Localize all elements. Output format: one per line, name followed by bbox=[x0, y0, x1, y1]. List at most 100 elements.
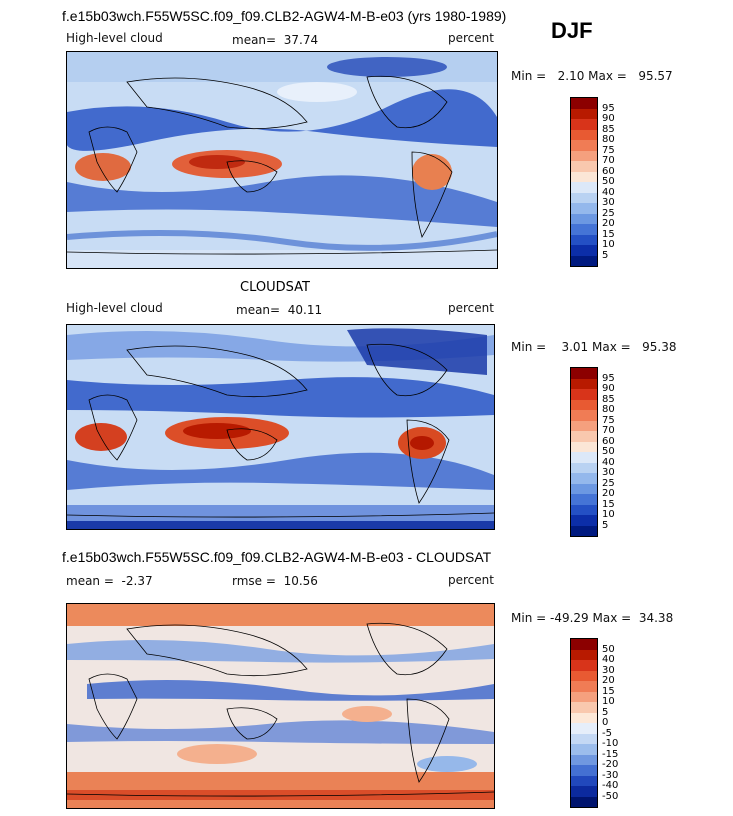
colorbar-swatch bbox=[571, 98, 597, 109]
colorbar-tick-label: -50 bbox=[602, 790, 619, 802]
colorbar-swatch bbox=[571, 378, 597, 389]
panel2-mean-value: 40.11 bbox=[287, 303, 323, 317]
panel1-contour-field bbox=[67, 52, 497, 268]
panel2-minmax: Min = 3.01 Max = 95.38 bbox=[511, 340, 677, 354]
panel1-units: percent bbox=[448, 31, 494, 45]
panel3-rmse-label: rmse = 10.56 bbox=[232, 574, 318, 588]
colorbar-swatch bbox=[571, 649, 597, 660]
panel1-mean-label: mean= 37.74 bbox=[232, 33, 319, 47]
panel1-coastlines bbox=[67, 75, 497, 255]
colorbar-tick-label: 20 bbox=[602, 218, 615, 229]
panel2-colorbar: 95 90 85 80 75 70 60 50 40 30 25 20 15 10 5 bbox=[570, 367, 615, 537]
colorbar-swatch bbox=[571, 161, 597, 172]
colorbar-tick-label: 95 bbox=[602, 102, 615, 114]
colorbar-tick-label: 40 bbox=[602, 186, 615, 198]
colorbar-swatch bbox=[571, 224, 597, 235]
panel3-min-value: -49.29 bbox=[550, 611, 589, 625]
colorbar-tick-label: 90 bbox=[602, 383, 615, 394]
colorbar-swatch bbox=[571, 515, 597, 526]
colorbar-tick-label: 10 bbox=[602, 696, 615, 707]
colorbar-swatch bbox=[571, 192, 597, 203]
colorbar-tick-label: 50 bbox=[602, 643, 615, 655]
colorbar-tick-label: 15 bbox=[602, 228, 615, 240]
panel3-coastlines bbox=[67, 622, 494, 797]
panel3-colorbar: 50 40 30 20 15 10 5 0 -5 -10 -15 -20 -30 -40 -50 bbox=[570, 638, 618, 808]
colorbar-swatch bbox=[571, 473, 597, 484]
colorbar-swatch bbox=[571, 786, 597, 797]
colorbar-tick-label: 15 bbox=[602, 498, 615, 510]
colorbar-swatch bbox=[571, 245, 597, 256]
colorbar-swatch bbox=[571, 389, 597, 400]
colorbar-swatch bbox=[571, 670, 597, 681]
colorbar-swatch bbox=[571, 203, 597, 214]
panel1-map bbox=[66, 51, 498, 269]
panel2-contour-field bbox=[67, 325, 494, 529]
colorbar-swatch bbox=[571, 441, 597, 452]
panel2-units: percent bbox=[448, 301, 494, 315]
colorbar-tick-label: 30 bbox=[602, 197, 615, 208]
colorbar-tick-label: -5 bbox=[602, 727, 612, 739]
colorbar-swatch bbox=[571, 483, 597, 494]
colorbar-swatch bbox=[571, 234, 597, 245]
colorbar-tick-label: -40 bbox=[602, 780, 619, 791]
panel1-mean-value: 37.74 bbox=[283, 33, 319, 47]
colorbar-tick-label: 90 bbox=[602, 113, 615, 124]
colorbar-swatch bbox=[571, 420, 597, 431]
colorbar-swatch bbox=[571, 108, 597, 119]
panel1-max-value: 95.57 bbox=[638, 69, 673, 83]
colorbar-tick-label: -20 bbox=[602, 759, 619, 770]
colorbar-swatch bbox=[571, 129, 597, 140]
colorbar-tick-label: 75 bbox=[602, 144, 615, 156]
colorbar-tick-label: 95 bbox=[602, 372, 615, 384]
panel2-map bbox=[66, 324, 495, 530]
panel1-min-value: 2.10 bbox=[557, 69, 585, 83]
colorbar-swatch bbox=[571, 431, 597, 442]
panel1-minmax: Min = 2.10 Max = 95.57 bbox=[511, 69, 673, 83]
colorbar-swatch bbox=[571, 213, 597, 224]
panel3-minmax: Min = -49.29 Max = 34.38 bbox=[511, 611, 674, 625]
season-label: DJF bbox=[551, 18, 593, 43]
colorbar-tick-label: 85 bbox=[602, 123, 615, 135]
colorbar-tick-label: 30 bbox=[602, 467, 615, 478]
colorbar-swatch bbox=[571, 660, 597, 671]
colorbar-tick-label: 80 bbox=[602, 404, 615, 415]
colorbar-tick-label: 25 bbox=[602, 207, 615, 219]
colorbar-swatch bbox=[571, 504, 597, 515]
colorbar-tick-label: 80 bbox=[602, 134, 615, 145]
colorbar-swatch bbox=[571, 399, 597, 410]
panel3-units: percent bbox=[448, 573, 494, 587]
colorbar-swatch bbox=[571, 119, 597, 130]
colorbar-tick-label: 75 bbox=[602, 414, 615, 426]
colorbar-swatch bbox=[571, 462, 597, 473]
colorbar-tick-label: 20 bbox=[602, 488, 615, 499]
diff-title: f.e15b03wch.F55W5SC.f09_f09.CLB2-AGW4-M-… bbox=[62, 549, 492, 565]
colorbar-tick-label: 40 bbox=[602, 456, 615, 468]
colorbar-tick-label: 85 bbox=[602, 393, 615, 405]
panel3-contour-field bbox=[67, 604, 494, 808]
colorbar-tick-label: 70 bbox=[602, 425, 615, 436]
colorbar-tick-label: 0 bbox=[602, 717, 609, 728]
colorbar-swatch bbox=[571, 712, 597, 723]
panel2-variable-label: High-level cloud bbox=[66, 301, 163, 315]
panel3-rmse-value: 10.56 bbox=[283, 574, 318, 588]
colorbar-swatch bbox=[571, 494, 597, 505]
colorbar-swatch bbox=[571, 702, 597, 713]
model-title: f.e15b03wch.F55W5SC.f09_f09.CLB2-AGW4-M-… bbox=[62, 8, 507, 24]
colorbar-tick-label: 40 bbox=[602, 654, 615, 665]
colorbar-swatch bbox=[571, 639, 597, 650]
colorbar-swatch bbox=[571, 681, 597, 692]
panel2-mean-label: mean= 40.11 bbox=[236, 303, 323, 317]
colorbar-swatch bbox=[571, 182, 597, 193]
colorbar-tick-label: 50 bbox=[602, 446, 615, 457]
colorbar-swatch bbox=[571, 171, 597, 182]
colorbar-swatch bbox=[571, 796, 597, 807]
panel2-coastlines bbox=[67, 343, 494, 518]
colorbar-tick-label: 5 bbox=[602, 706, 609, 718]
colorbar-tick-label: 30 bbox=[602, 664, 615, 676]
colorbar-tick-label: 50 bbox=[602, 176, 615, 187]
panel2-obs-title: CLOUDSAT bbox=[240, 280, 310, 295]
colorbar-tick-label: 5 bbox=[602, 519, 609, 531]
panel3-max-value: 34.38 bbox=[638, 611, 674, 625]
panel2-max-value: 95.38 bbox=[642, 340, 677, 354]
colorbar-swatch bbox=[571, 140, 597, 151]
